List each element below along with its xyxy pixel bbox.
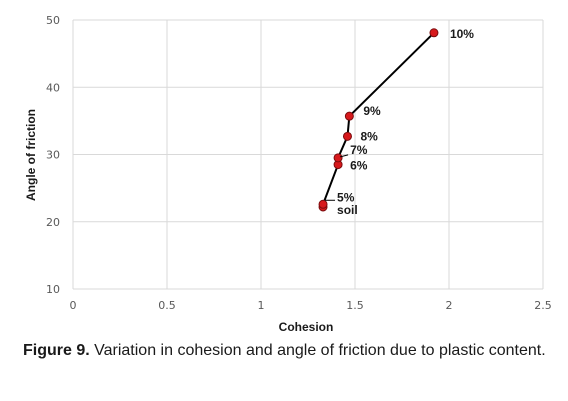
x-tick-label: 1 — [258, 299, 265, 312]
y-axis-title: Angle of friction — [24, 109, 38, 201]
y-tick-label: 30 — [46, 149, 60, 162]
series-line — [322, 32, 435, 207]
x-tick-label: 0.5 — [158, 299, 176, 312]
data-point — [429, 28, 439, 38]
y-tick-label: 10 — [46, 283, 60, 296]
point-label: 5% — [337, 190, 355, 204]
figure-caption: Figure 9. Variation in cohesion and angl… — [23, 340, 563, 362]
point-label: 6% — [350, 159, 368, 173]
data-points — [318, 28, 439, 212]
x-tick-label: 0 — [70, 299, 77, 312]
x-tick-label: 1.5 — [346, 299, 364, 312]
caption-figure-label: Figure 9. — [23, 342, 90, 359]
y-tick-label: 20 — [46, 216, 60, 229]
label-leader-line — [339, 154, 349, 158]
x-axis-ticks: 0 0.5 1 1.5 2 2.5 — [70, 299, 552, 312]
y-tick-label: 50 — [46, 14, 60, 27]
data-point — [344, 111, 354, 121]
point-label: 10% — [450, 27, 474, 41]
x-tick-label: 2 — [446, 299, 453, 312]
point-label: 9% — [363, 104, 381, 118]
grid — [72, 19, 544, 290]
point-label: 7% — [350, 143, 368, 157]
x-axis-title: Cohesion — [279, 320, 334, 334]
x-tick-label: 2.5 — [534, 299, 552, 312]
data-point — [342, 131, 352, 141]
data-point — [333, 153, 343, 163]
y-tick-label: 40 — [46, 81, 60, 94]
point-label: soil — [337, 203, 358, 217]
data-point — [318, 199, 328, 209]
y-axis-ticks: 10 20 30 40 50 — [46, 14, 60, 296]
point-label: 8% — [360, 129, 378, 143]
caption-text: Variation in cohesion and angle of frict… — [94, 342, 546, 359]
